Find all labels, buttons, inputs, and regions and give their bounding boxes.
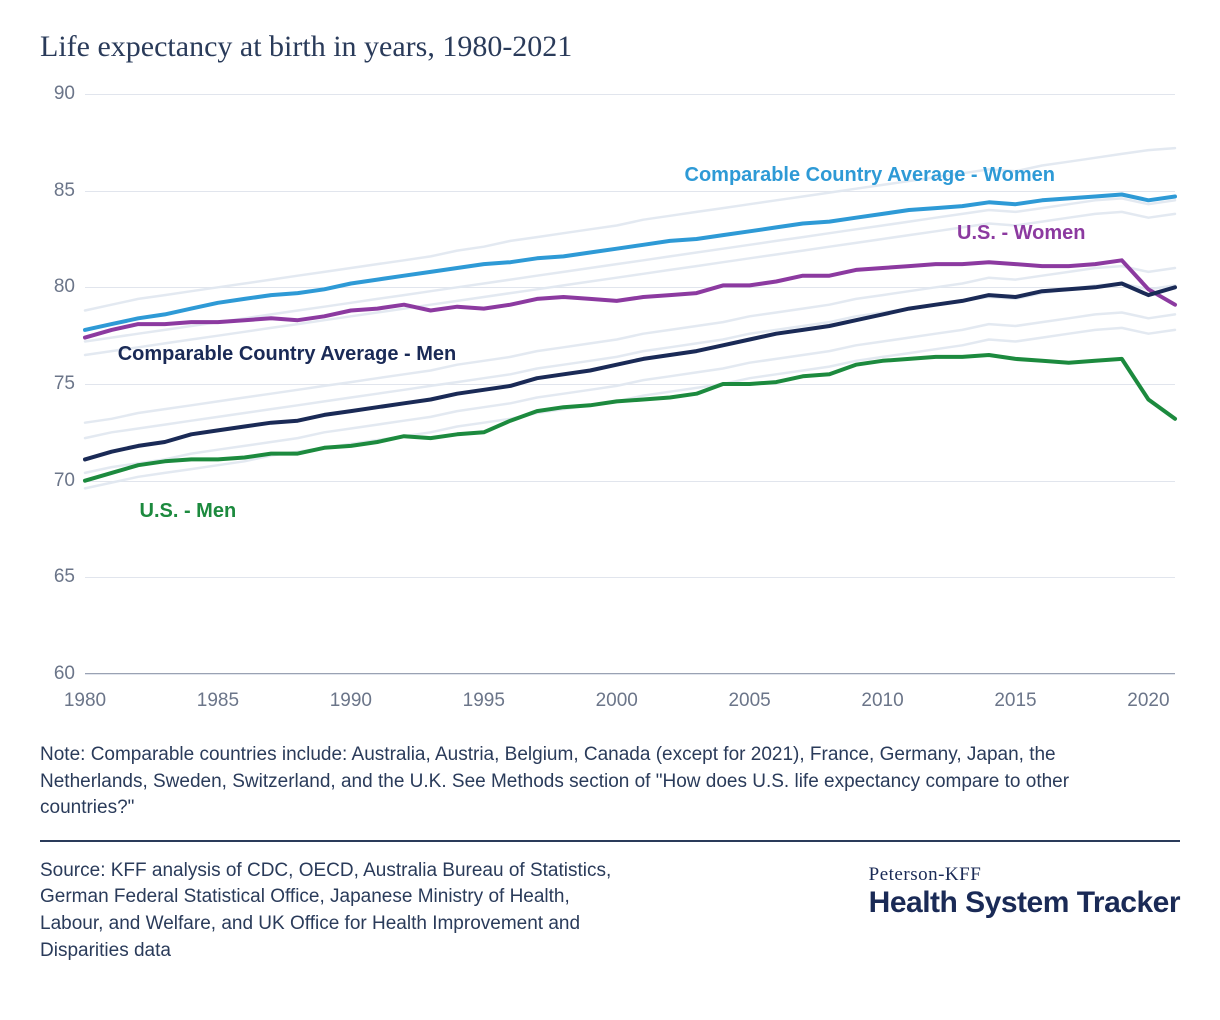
x-tick-label: 2015 xyxy=(994,690,1036,712)
x-axis-line xyxy=(85,673,1175,674)
y-tick-label: 70 xyxy=(40,470,75,492)
y-tick-label: 85 xyxy=(40,180,75,202)
chart-note: Note: Comparable countries include: Aust… xyxy=(40,742,1140,822)
x-tick-label: 2000 xyxy=(596,690,638,712)
x-tick-label: 1980 xyxy=(64,690,106,712)
series-label-us_men: U.S. - Men xyxy=(140,500,237,523)
x-tick-label: 2005 xyxy=(728,690,770,712)
divider-line xyxy=(40,840,1180,842)
x-tick-label: 2010 xyxy=(861,690,903,712)
series-label-us_women: U.S. - Women xyxy=(957,222,1086,245)
brand-small: Peterson-KFF xyxy=(869,864,1180,886)
series-label-comp_women: Comparable Country Average - Women xyxy=(685,164,1055,187)
brand-large: Health System Tracker xyxy=(869,886,1180,920)
brand-block: Peterson-KFF Health System Tracker xyxy=(869,858,1180,920)
x-tick-label: 1985 xyxy=(197,690,239,712)
y-tick-label: 60 xyxy=(40,663,75,685)
plot-area: Comparable Country Average - Women U.S. -… xyxy=(85,94,1175,674)
series-line-us_men xyxy=(85,355,1175,481)
x-tick-label: 1995 xyxy=(463,690,505,712)
chart-title: Life expectancy at birth in years, 1980-… xyxy=(40,30,1180,64)
grid-line xyxy=(85,674,1175,675)
y-tick-label: 80 xyxy=(40,276,75,298)
y-tick-label: 90 xyxy=(40,83,75,105)
x-tick-label: 1990 xyxy=(330,690,372,712)
series-line-comp_men xyxy=(85,284,1175,460)
source-text: Source: KFF analysis of CDC, OECD, Austr… xyxy=(40,858,620,964)
footer: Source: KFF analysis of CDC, OECD, Austr… xyxy=(40,858,1180,964)
series-label-comp_men: Comparable Country Average - Men xyxy=(118,343,457,366)
y-tick-label: 65 xyxy=(40,566,75,588)
y-tick-label: 75 xyxy=(40,373,75,395)
x-tick-label: 2020 xyxy=(1127,690,1169,712)
chart-container: 60 65 70 75 80 85 90 Comparable Country Averag… xyxy=(40,84,1180,724)
